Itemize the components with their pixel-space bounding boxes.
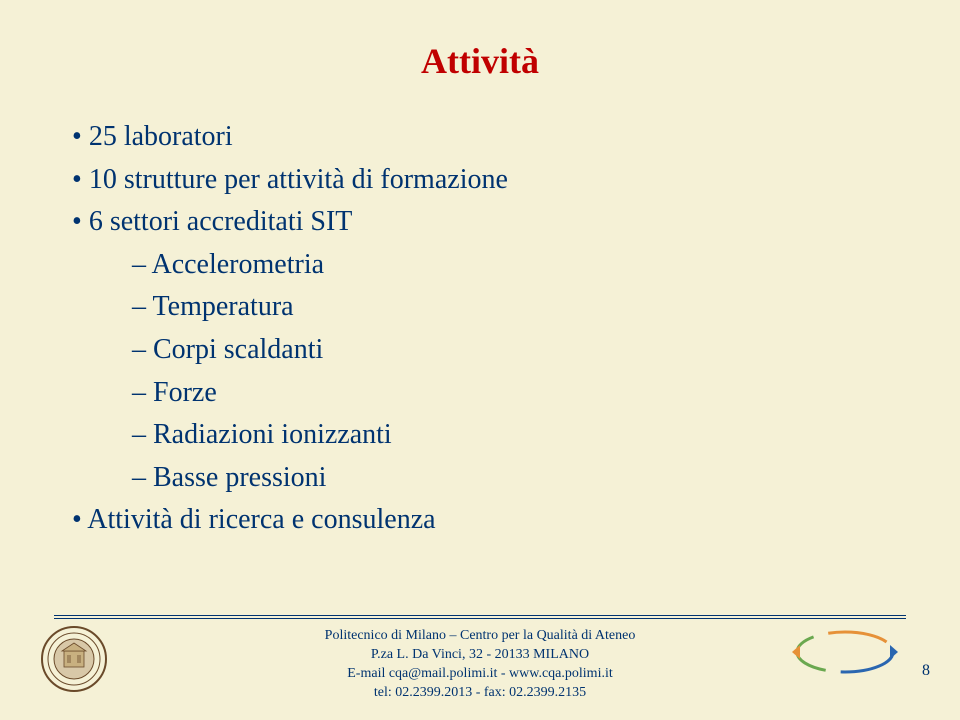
bullet-subitem: Accelerometria xyxy=(60,245,900,286)
bullet-subitem: Forze xyxy=(60,373,900,414)
bullet-subitem: Corpi scaldanti xyxy=(60,330,900,371)
bullet-item: 10 strutture per attività di formazione xyxy=(60,160,900,201)
slide-content: 25 laboratori 10 strutture per attività … xyxy=(60,117,900,541)
bullet-subitem: Radiazioni ionizzanti xyxy=(60,415,900,456)
footer-line: tel: 02.2399.2013 - fax: 02.2399.2135 xyxy=(0,684,960,703)
bullet-subitem: Basse pressioni xyxy=(60,458,900,499)
footer-rule xyxy=(54,615,906,616)
slide-title: Attività xyxy=(60,40,900,82)
page-number: 8 xyxy=(922,662,930,680)
slide-footer: Politecnico di Milano – Centro per la Qu… xyxy=(0,615,960,720)
bullet-item: Attività di ricerca e consulenza xyxy=(60,500,900,541)
quality-loop-icon xyxy=(790,625,900,680)
footer-rule xyxy=(54,618,906,619)
bullet-item: 6 settori accreditati SIT xyxy=(60,202,900,243)
bullet-subitem: Temperatura xyxy=(60,287,900,328)
bullet-item: 25 laboratori xyxy=(60,117,900,158)
slide: Attività 25 laboratori 10 strutture per … xyxy=(0,0,960,720)
